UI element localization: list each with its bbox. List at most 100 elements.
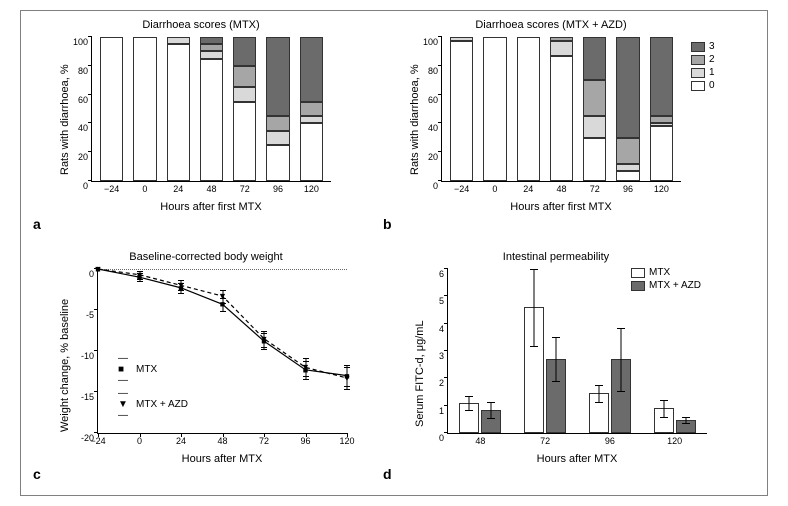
bar-segment-score0 [583,138,606,181]
legend-swatch [691,55,705,65]
panel-b-xlabel: Hours after first MTX [441,201,681,213]
bar-segment-score0 [133,37,156,181]
y-tick: 40 [78,123,92,133]
x-tick: 96 [605,433,615,446]
stacked-bar [616,37,639,181]
legend-swatch [691,68,705,78]
stacked-bar [100,37,123,181]
panel-a-xlabel: Hours after first MTX [91,201,331,213]
stacked-bar [483,37,506,181]
bar-segment-score0 [266,145,289,181]
legend-item: 3 [691,41,715,52]
y-tick: 100 [423,37,442,47]
legend-marker: —■— [118,353,132,386]
panel-b-title: Diarrhoea scores (MTX + AZD) [431,19,671,31]
data-point: ▼ [94,264,103,274]
legend-label: MTX + AZD [136,399,188,410]
bar-segment-score3 [583,37,606,80]
bar-segment-score2 [616,138,639,164]
y-tick: 6 [439,269,448,279]
panel-d: Intestinal permeability Serum FITC-d, μg… [401,251,721,476]
panel-d-title: Intestinal permeability [431,251,681,263]
bar-segment-score3 [266,37,289,116]
bar-segment-score3 [616,37,639,138]
bar-segment-score0 [167,44,190,181]
bar-segment-score0 [300,123,323,181]
legend-item: —▼— MTX + AZD [118,388,188,421]
y-tick: 0 [439,433,448,443]
bar-segment-score2 [233,66,256,88]
legend-item: —■—MTX [118,353,188,386]
legend-label: MTX + AZD [649,280,701,291]
legend-label: MTX [649,267,670,278]
panel-a-ylabel: Rats with diarrhoea, % [59,35,71,175]
data-point: ▼ [218,291,227,301]
legend-label: 1 [709,67,715,78]
x-tick: 48 [556,181,566,194]
panel-d-xlabel: Hours after MTX [447,453,707,465]
panel-d-legend: MTX MTX + AZD [631,267,701,293]
x-tick: 48 [206,181,216,194]
panel-b-ylabel: Rats with diarrhoea, % [409,35,421,175]
bar-segment-score0 [650,126,673,181]
bar-segment-score0 [233,102,256,181]
y-tick: 20 [428,152,442,162]
panel-b-letter: b [383,216,392,232]
bar-segment-score1 [233,87,256,101]
y-tick: 40 [428,123,442,133]
legend-item: 0 [691,80,715,91]
y-tick: -5 [86,310,98,320]
legend-item: MTX [631,267,701,278]
bar-segment-score2 [583,80,606,116]
stacked-bar [233,37,256,181]
panel-b-plot: 020406080100−24024487296120 [441,37,681,182]
x-tick: −24 [454,181,469,194]
y-tick: 2 [439,378,448,388]
panel-c-legend: —■—MTX —▼— MTX + AZD [118,353,188,423]
legend-label: 2 [709,54,715,65]
panel-d-ylabel: Serum FITC-d, μg/mL [414,277,426,427]
data-point: ▼ [301,362,310,372]
bar-segment-score1 [167,37,190,44]
x-tick: 0 [492,181,497,194]
legend-swatch [691,81,705,91]
bar-segment-score0 [483,37,506,181]
bar-segment-score2 [300,102,323,116]
panel-b-legend: 3 2 1 0 [691,41,715,93]
legend-label: 0 [709,80,715,91]
panel-c-xlabel: Hours after MTX [97,453,347,465]
legend-item: MTX + AZD [631,280,701,291]
panel-d-plot: 0123456487296120MTXMTX + AZD [447,269,707,434]
stacked-bar [200,37,223,181]
figure-frame: Diarrhoea scores (MTX) Rats with diarrho… [20,10,768,496]
x-tick: 24 [523,181,533,194]
y-tick: 60 [428,95,442,105]
legend-marker: —▼— [118,388,132,421]
stacked-bar [517,37,540,181]
legend-swatch [691,42,705,52]
panel-a-title: Diarrhoea scores (MTX) [81,19,321,31]
bar-segment-score2 [200,44,223,51]
legend-swatch [631,281,645,291]
stacked-bar [266,37,289,181]
y-tick: 5 [439,296,448,306]
x-tick: 96 [623,181,633,194]
legend-item: 2 [691,54,715,65]
y-tick: 20 [78,152,92,162]
y-tick: 100 [73,37,92,47]
stacked-bar [583,37,606,181]
panel-d-letter: d [383,466,392,482]
legend-swatch [631,268,645,278]
x-tick: 72 [540,433,550,446]
data-point: ▼ [135,270,144,280]
x-tick: −24 [104,181,119,194]
panel-c-ylabel: Weight change, % baseline [59,272,71,432]
bar-segment-score1 [200,51,223,58]
bar-segment-score0 [200,59,223,181]
bar-segment-score0 [517,37,540,181]
panel-a: Diarrhoea scores (MTX) Rats with diarrho… [51,19,351,229]
panel-c-plot: -20-15-10-50−24024487296120■■■■■■■▼▼▼▼▼▼… [97,269,347,434]
y-tick: 80 [78,66,92,76]
data-point: ▼ [343,373,352,383]
y-tick: 80 [428,66,442,76]
